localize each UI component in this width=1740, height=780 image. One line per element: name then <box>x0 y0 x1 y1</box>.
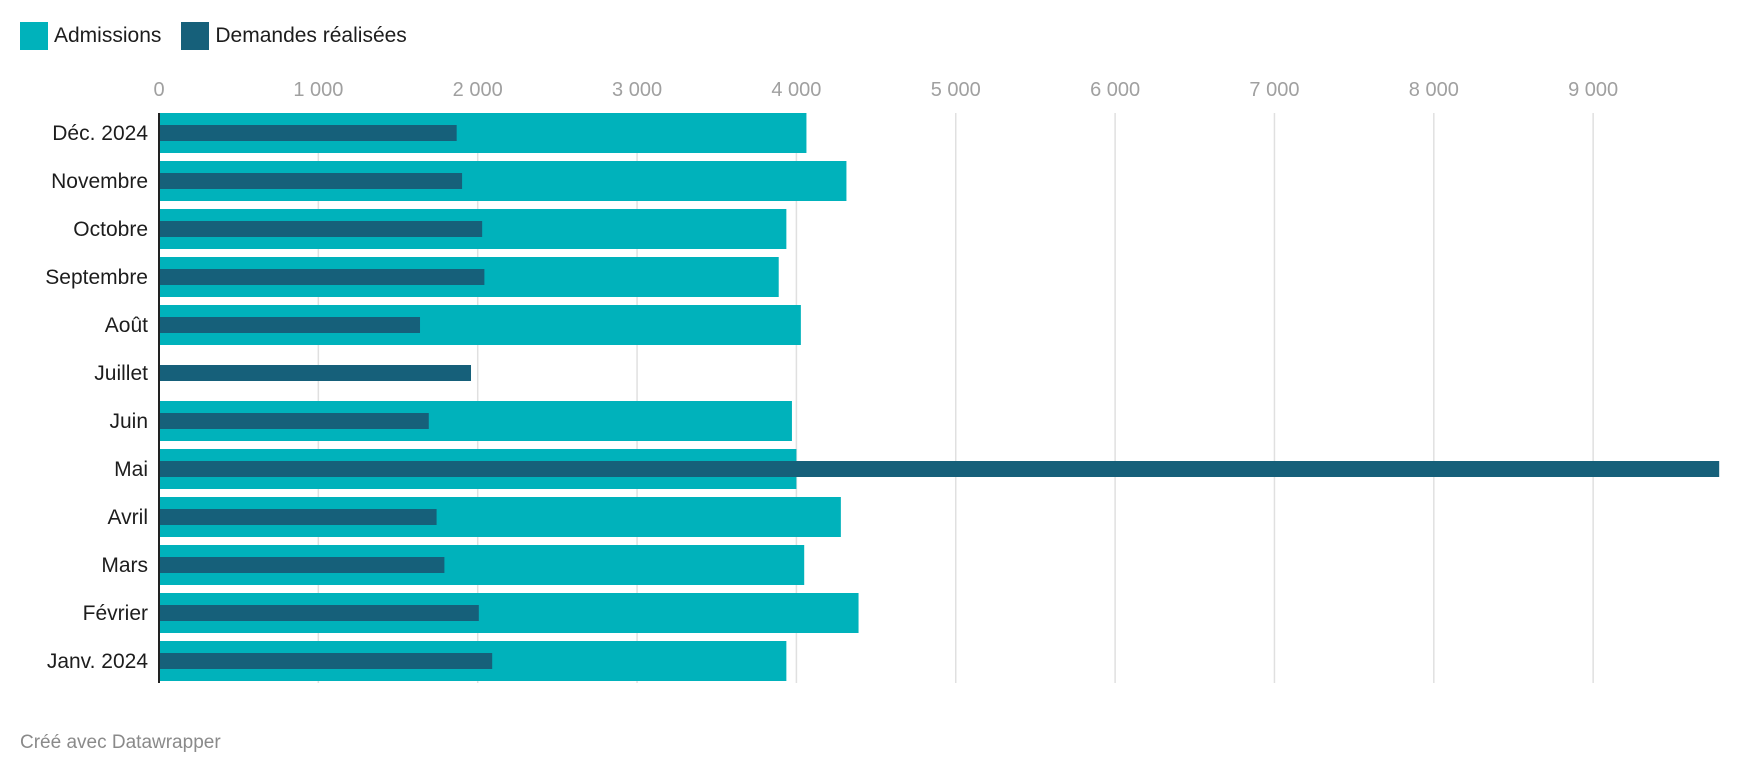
credit-footer: Créé avec Datawrapper <box>20 732 221 753</box>
category-label: Juin <box>109 410 148 433</box>
legend: Admissions Demandes réalisées <box>20 22 407 50</box>
legend-label: Demandes réalisées <box>215 24 407 47</box>
bar-demandes-realisees <box>159 413 429 429</box>
category-label: Octobre <box>73 218 148 241</box>
category-label: Septembre <box>45 266 148 289</box>
x-tick-label: 5 000 <box>931 79 981 101</box>
x-tick-label: 7 000 <box>1249 79 1299 101</box>
bar-demandes-realisees <box>159 461 1720 477</box>
bar-demandes-realisees <box>159 269 485 285</box>
bar-demandes-realisees <box>159 125 457 141</box>
category-label: Mai <box>114 458 148 481</box>
category-label: Février <box>83 602 148 625</box>
category-label: Novembre <box>51 170 148 193</box>
x-tick-label: 8 000 <box>1409 79 1459 101</box>
x-tick-label: 2 000 <box>453 79 503 101</box>
category-label: Juillet <box>94 362 148 385</box>
legend-swatch <box>20 22 48 50</box>
bar-demandes-realisees <box>159 653 493 669</box>
x-tick-label: 6 000 <box>1090 79 1140 101</box>
bar-demandes-realisees <box>159 557 445 573</box>
x-tick-label: 4 000 <box>771 79 821 101</box>
category-label: Janv. 2024 <box>47 650 149 673</box>
legend-item-admissions: Admissions <box>20 22 161 50</box>
bar-demandes-realisees <box>159 221 483 237</box>
bar-demandes-realisees <box>159 317 421 333</box>
x-tick-label: 0 <box>153 79 164 101</box>
category-label: Déc. 2024 <box>52 122 148 145</box>
category-label: Août <box>105 314 148 337</box>
legend-label: Admissions <box>54 24 162 47</box>
bar-demandes-realisees <box>159 509 437 525</box>
bar-demandes-realisees <box>159 365 472 381</box>
legend-item-demandes: Demandes réalisées <box>181 22 407 50</box>
bar-demandes-realisees <box>159 173 463 189</box>
x-tick-label: 1 000 <box>293 79 343 101</box>
category-label: Avril <box>108 506 148 529</box>
x-tick-label: 3 000 <box>612 79 662 101</box>
bar-demandes-realisees <box>159 605 479 621</box>
legend-swatch <box>181 22 210 50</box>
category-label: Mars <box>101 554 148 577</box>
x-tick-label: 9 000 <box>1568 79 1618 101</box>
